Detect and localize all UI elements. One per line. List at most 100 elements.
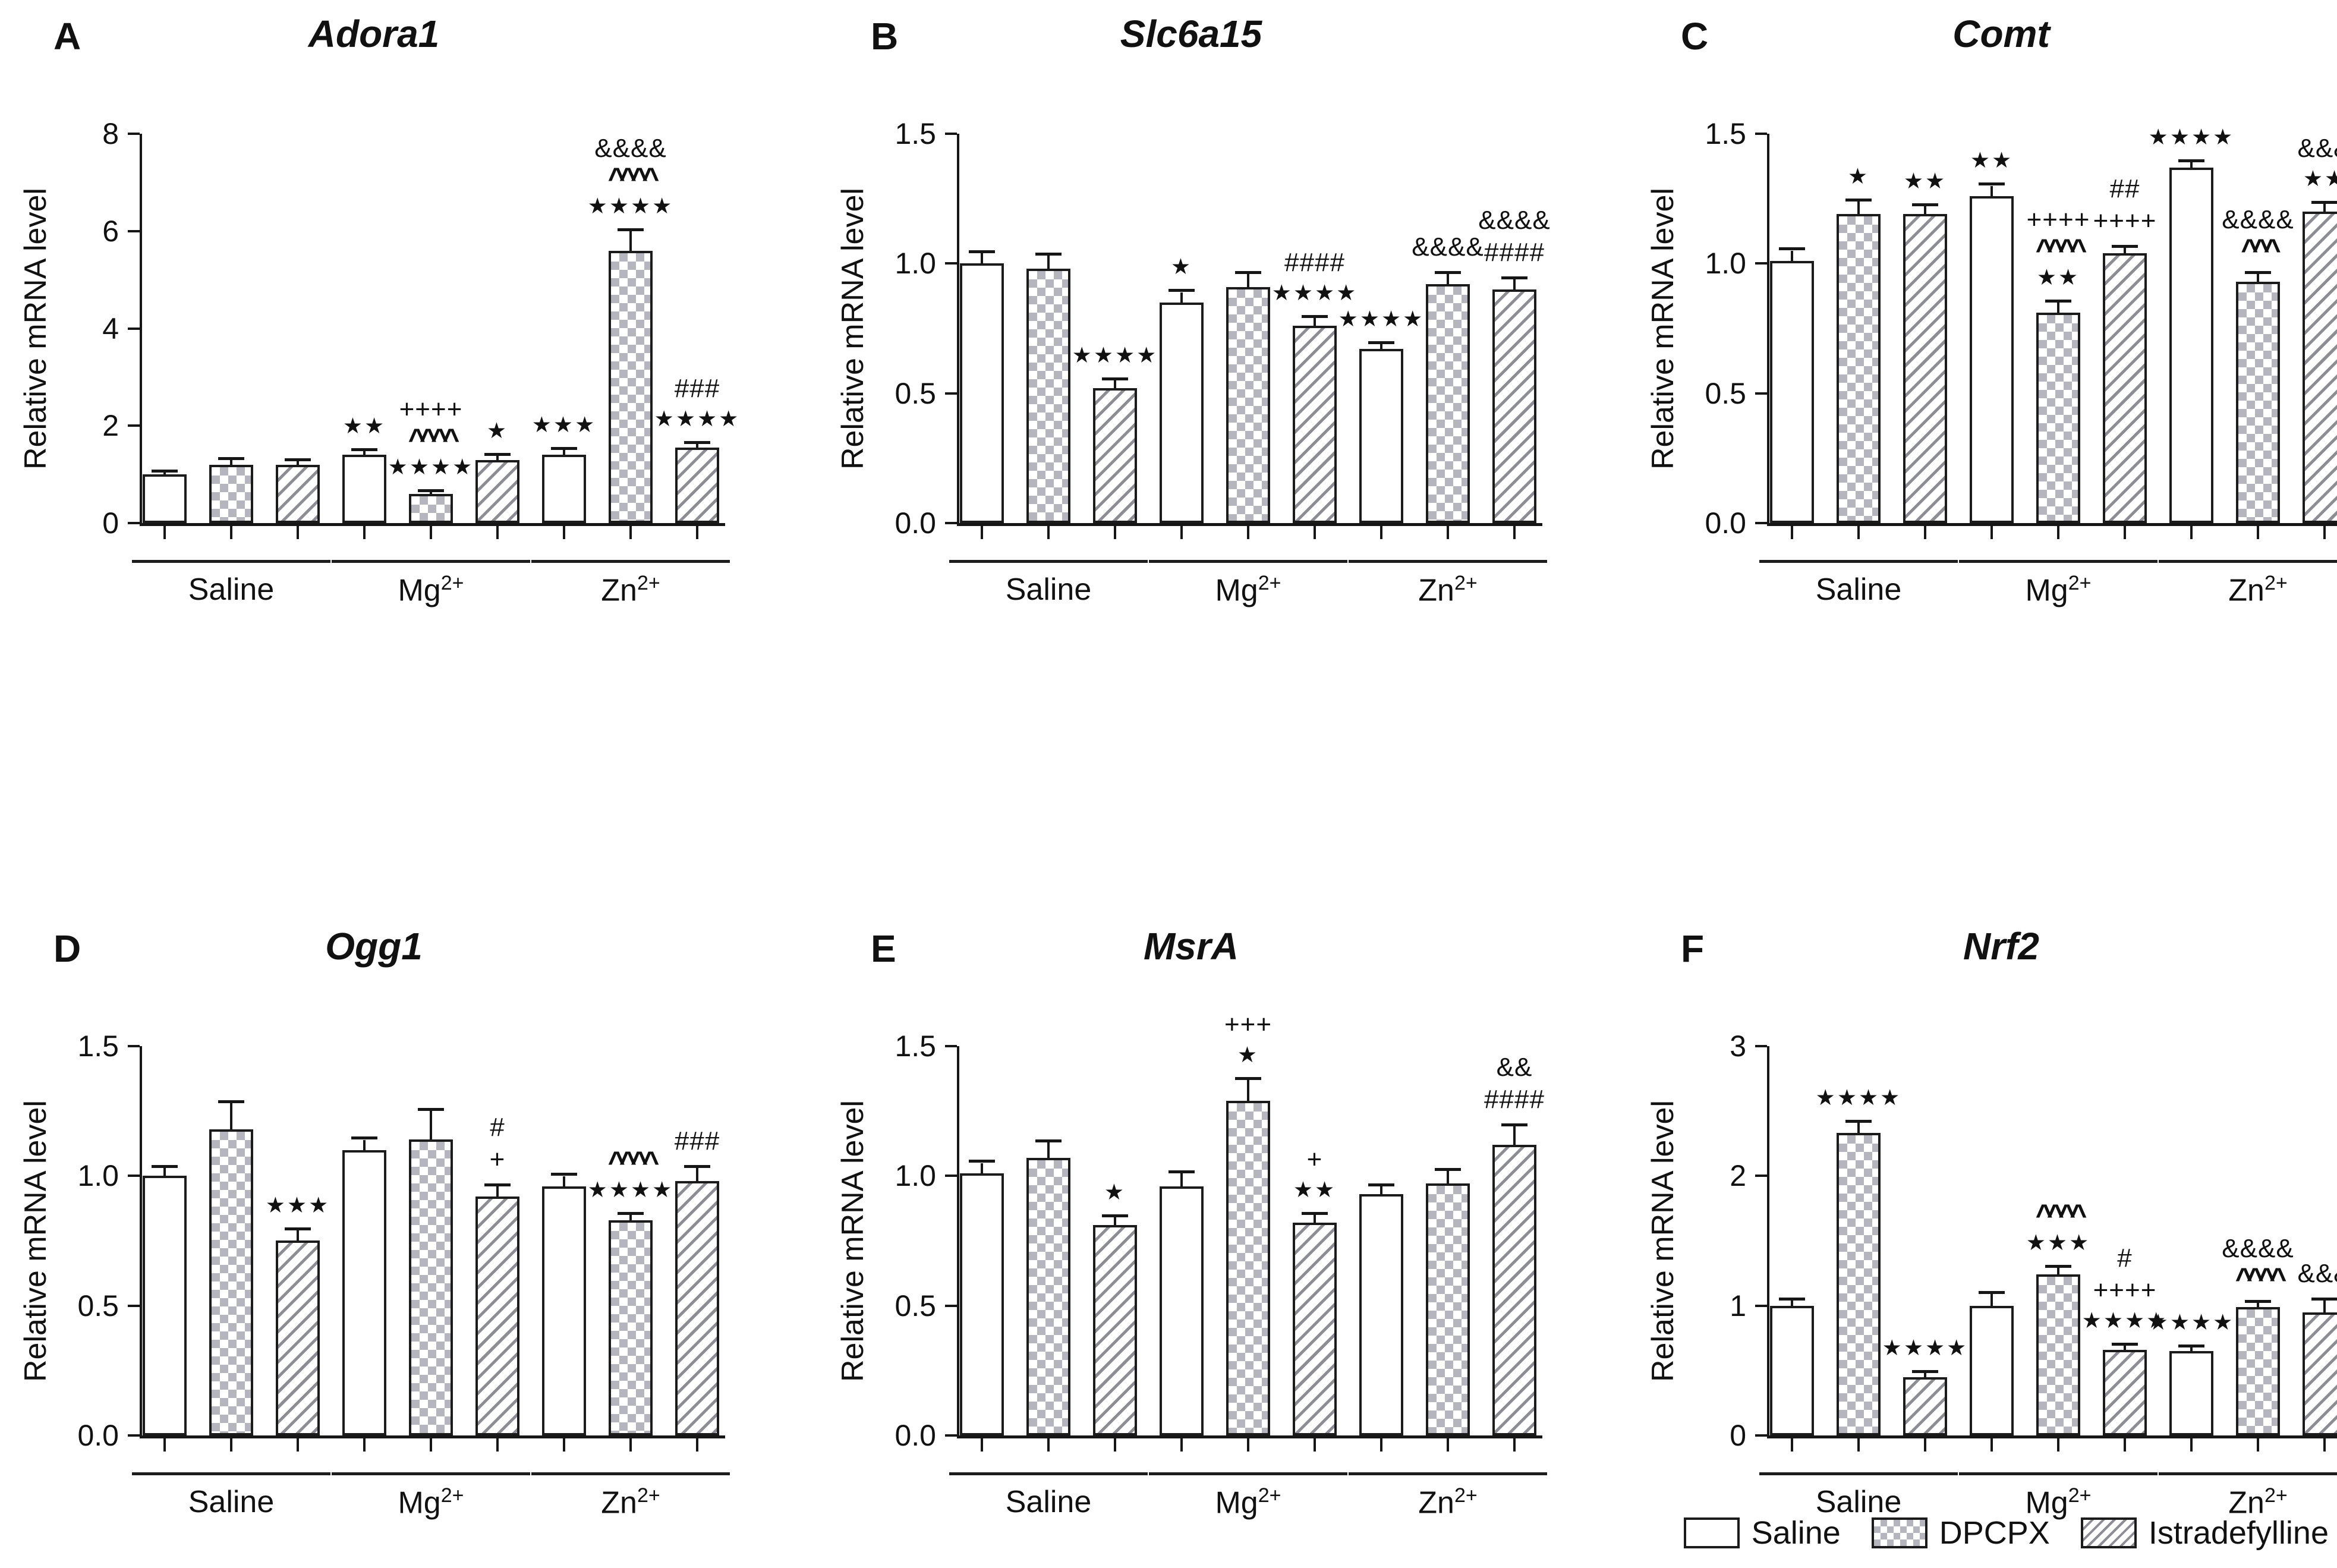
error-bar-cap (351, 1136, 377, 1139)
error-bar-cap (351, 448, 377, 451)
x-tick (1247, 1438, 1249, 1451)
y-tick-label: 1.5 (1705, 117, 1746, 150)
bar-nrf2-mg2+-dpcpx (2036, 1274, 2080, 1435)
significance-symbols: ★★ (342, 414, 386, 438)
significance-symbols: &&&& (1478, 206, 1551, 235)
error-bar-cap (1302, 1212, 1328, 1215)
x-tick (2190, 526, 2193, 539)
y-tick (945, 1175, 957, 1177)
error-bar (563, 1176, 565, 1186)
x-tick (1047, 526, 1050, 539)
bar-comt-zn2+-istradefylline (2303, 212, 2337, 523)
group-label-zn: Zn2+ (601, 572, 660, 608)
y-tick (128, 133, 140, 135)
bar-ogg1-zn2+-dpcpx (609, 1220, 653, 1435)
bar-msra-saline-istradefylline (1093, 1225, 1137, 1435)
error-bar (2257, 274, 2259, 282)
panel-e: E MsrA Relative mRNA level ★ +++ ★ + ★★ && #### 0.… (829, 918, 1547, 1568)
group-label-zn: Zn2+ (601, 1484, 660, 1520)
y-tick-label: 1.5 (77, 1029, 119, 1063)
panel-letter: B (871, 15, 899, 58)
significance-symbols: ★ (1237, 1043, 1259, 1067)
y-tick-label: 0.5 (1705, 376, 1746, 410)
error-bar (696, 1168, 698, 1181)
bar-msra-mg2+-dpcpx (1226, 1101, 1270, 1435)
bar-comt-zn2+-dpcpx (2236, 282, 2280, 523)
error-bar (297, 461, 299, 465)
panel-f: F Nrf2 Relative mRNA level ★★★★ ★★★★ ^^^^ ★★★ #… (1639, 918, 2337, 1568)
x-tick (2257, 526, 2259, 539)
y-tick (1755, 1434, 1767, 1437)
y-tick-label: 8 (102, 117, 119, 150)
error-bar-cap (1302, 315, 1328, 318)
error-bar-cap (484, 1183, 511, 1186)
significance-symbols: ★★★★ (2148, 1310, 2235, 1334)
bar-adora1-zn2+-dpcpx (609, 251, 653, 523)
bar-msra-zn2+-dpcpx (1426, 1183, 1470, 1435)
error-bar-cap (2311, 201, 2337, 204)
error-bar (1513, 279, 1516, 289)
x-tick (363, 526, 366, 539)
plot-area: ★★★★★★★★^^^^★★★#++++★★★★★★★★&&&&^^^^&&& (1767, 1046, 2337, 1438)
error-bar (230, 460, 232, 465)
significance-annotation: &&&& ^^^ (2151, 204, 2337, 265)
bar-slc6a15-saline-saline (960, 263, 1004, 523)
significance-symbols: + (1306, 1145, 1323, 1174)
error-bar-cap (1845, 1120, 1872, 1123)
bar-nrf2-mg2+-saline (1970, 1306, 2014, 1435)
bar-msra-mg2+-istradefylline (1293, 1223, 1337, 1435)
y-tick-label: 0.0 (895, 506, 936, 540)
significance-annotation: #### ★★★★ (1208, 247, 1422, 307)
y-tick (128, 1045, 140, 1047)
bar-adora1-mg2+-istradefylline (475, 460, 519, 523)
error-bar (1990, 186, 1993, 196)
group-label-zn: Zn2+ (2228, 1484, 2288, 1520)
group-underline (132, 1472, 330, 1475)
group-underline (2159, 560, 2337, 563)
y-tick-label: 6 (102, 214, 119, 248)
significance-symbols: ★★★★ (388, 455, 474, 479)
error-bar (363, 451, 366, 455)
error-bar-cap (684, 441, 710, 444)
x-tick (163, 526, 166, 539)
group-label-saline: Saline (188, 1485, 275, 1519)
significance-symbols: ★★ (1903, 169, 1947, 193)
y-tick-label: 2 (102, 409, 119, 443)
y-tick-label: 1.0 (77, 1159, 119, 1193)
bar-nrf2-saline-saline (1770, 1306, 1814, 1435)
y-tick-label: 3 (1730, 1029, 1746, 1063)
error-bar-cap (1168, 289, 1195, 292)
error-bar (1513, 1126, 1516, 1145)
error-bar-cap (1235, 1077, 1261, 1080)
y-axis (140, 1046, 142, 1437)
error-bar (1380, 1186, 1382, 1194)
bar-ogg1-zn2+-saline (542, 1186, 586, 1435)
bar-msra-saline-saline (960, 1173, 1004, 1435)
significance-symbols: ★★★★ (1882, 1336, 1969, 1360)
error-bar (629, 1215, 632, 1220)
error-bar (230, 1103, 232, 1129)
significance-annotation: ★ (1075, 253, 1289, 281)
bar-ogg1-mg2+-dpcpx (409, 1139, 453, 1435)
x-axis (140, 523, 725, 526)
plot-area: ★ +++ ★ + ★★ && #### (957, 1010, 1544, 1438)
x-tick (1380, 526, 1382, 539)
significance-symbols: ★★★★ (1815, 1085, 1902, 1110)
bar-nrf2-zn2+-dpcpx (2236, 1307, 2280, 1435)
significance-symbols: ★★★★ (1338, 307, 1425, 331)
x-tick (1180, 526, 1183, 539)
bar-slc6a15-zn2+-dpcpx (1426, 284, 1470, 523)
plot-area: ★★ ++++ ^^^^ ★★★★ ★ ★★★ &&&& ^^^^ ★★★★ ### ★★★★ (140, 134, 738, 526)
error-bar (2323, 1301, 2326, 1312)
bar-adora1-zn2+-saline (542, 455, 586, 523)
y-tick (128, 229, 140, 232)
y-tick-label: 0.5 (77, 1289, 119, 1323)
y-tick-label: 1.5 (895, 1029, 936, 1063)
group-label-saline: Saline (1815, 1485, 1902, 1519)
error-bar-cap (152, 470, 178, 473)
legend-swatch-dpcpx-icon (1871, 1517, 1927, 1548)
significance-symbols: &&&& (594, 134, 667, 163)
error-bar-cap (2045, 300, 2071, 303)
legend-item-saline: Saline (1683, 1515, 1841, 1551)
